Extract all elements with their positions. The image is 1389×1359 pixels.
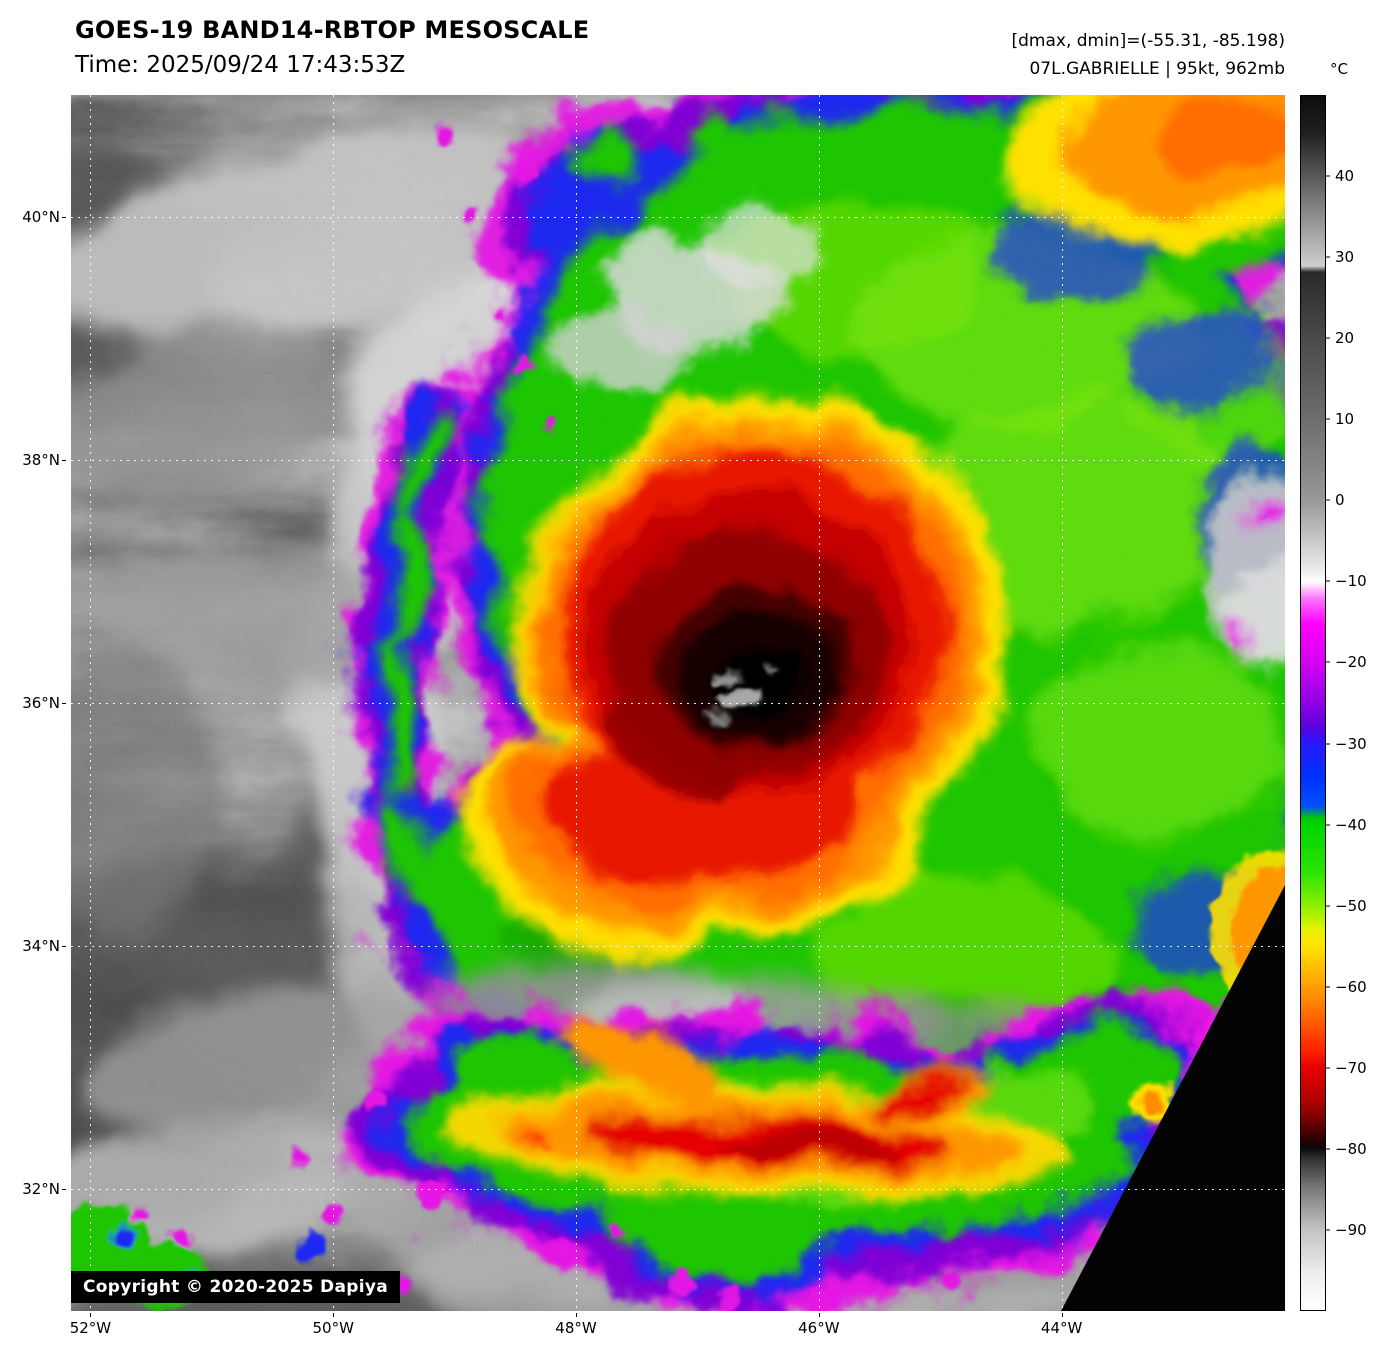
colorbar-tickmark: [1325, 986, 1330, 988]
colorbar-tickmark: [1325, 905, 1330, 907]
colorbar-tickmark: [1325, 1148, 1330, 1150]
latitude-tickmark: [62, 459, 66, 461]
colorbar-tick-label: −10: [1335, 572, 1367, 591]
colorbar-tickmark: [1325, 1067, 1330, 1069]
latitude-tickmark: [62, 216, 66, 218]
longitude-tickmark: [576, 1313, 578, 1317]
figure-timestamp: Time: 2025/09/24 17:43:53Z: [75, 52, 406, 78]
colorbar-tick-label: −80: [1335, 1139, 1367, 1158]
latitude-tick-label: 32°N: [22, 1180, 60, 1199]
storm-intensity-readout: 07L.GABRIELLE | 95kt, 962mb: [1029, 58, 1285, 79]
latitude-tickmark: [62, 946, 66, 948]
latitude-tick-label: 34°N: [22, 937, 60, 956]
longitude-tick-label: 46°W: [798, 1319, 840, 1337]
latitude-tick-label: 38°N: [22, 450, 60, 469]
longitude-tickmark: [333, 1313, 335, 1317]
colorbar: [1300, 95, 1326, 1311]
colorbar-tickmark: [1325, 1229, 1330, 1231]
satellite-image-area: Copyright © 2020-2025 Dapiya: [71, 95, 1285, 1311]
colorbar-unit-label: °C: [1330, 60, 1348, 78]
latitude-tickmark: [62, 1189, 66, 1191]
hurricane-satellite-render: [71, 95, 1285, 1311]
colorbar-tick-label: −20: [1335, 653, 1367, 672]
colorbar-tick-label: −50: [1335, 896, 1367, 915]
figure-title: GOES-19 BAND14-RBTOP MESOSCALE: [75, 16, 590, 44]
longitude-tickmark: [1061, 1313, 1063, 1317]
colorbar-tick-label: −70: [1335, 1058, 1367, 1077]
colorbar-tick-label: 20: [1335, 329, 1355, 348]
latitude-axis: 40°N 38°N 36°N 34°N 32°N: [0, 95, 66, 1311]
longitude-axis: 52°W 50°W 48°W 46°W 44°W: [69, 1313, 1285, 1343]
colorbar-tickmark: [1325, 256, 1330, 258]
colorbar-tick-label: 10: [1335, 410, 1355, 429]
colorbar-tickmark: [1325, 743, 1330, 745]
colorbar-tick-label: −60: [1335, 977, 1367, 996]
colorbar-tick-label: 30: [1335, 248, 1355, 267]
film-grain-overlay: [71, 95, 1285, 1311]
copyright-badge: Copyright © 2020-2025 Dapiya: [71, 1271, 400, 1303]
colorbar-tickmark: [1325, 824, 1330, 826]
longitude-tickmark: [818, 1313, 820, 1317]
colorbar-tickmark: [1325, 661, 1330, 663]
dmax-dmin-readout: [dmax, dmin]=(-55.31, -85.198): [1011, 31, 1286, 51]
colorbar-tick-label: −40: [1335, 815, 1367, 834]
latitude-tick-label: 40°N: [22, 207, 60, 226]
colorbar-tick-label: −90: [1335, 1220, 1367, 1239]
longitude-tick-label: 52°W: [69, 1319, 112, 1337]
colorbar-tickmark: [1325, 418, 1330, 420]
figure-readouts: [dmax, dmin]=(-55.31, -85.198) 07L.GABRI…: [1012, 28, 1286, 83]
longitude-tick-label: 48°W: [555, 1319, 597, 1337]
latitude-tickmark: [62, 703, 66, 704]
colorbar-tickmark: [1325, 580, 1330, 582]
longitude-tickmark: [90, 1313, 92, 1317]
longitude-tick-label: 50°W: [312, 1319, 354, 1337]
latitude-tick-label: 36°N: [22, 694, 60, 712]
colorbar-tick-label: −30: [1335, 734, 1367, 753]
colorbar-tick-label: 40: [1335, 167, 1355, 186]
colorbar-tickmark: [1325, 337, 1330, 339]
colorbar-tickmark: [1325, 175, 1330, 177]
colorbar-tick-label: 0: [1335, 491, 1345, 510]
colorbar-tickmark: [1325, 499, 1330, 501]
longitude-tick-label: 44°W: [1040, 1319, 1083, 1337]
colorbar-ticks: 40 30 20 10 0 −10 −20 −30 −40 −50 −60 −70 −80 −90: [1325, 95, 1388, 1311]
